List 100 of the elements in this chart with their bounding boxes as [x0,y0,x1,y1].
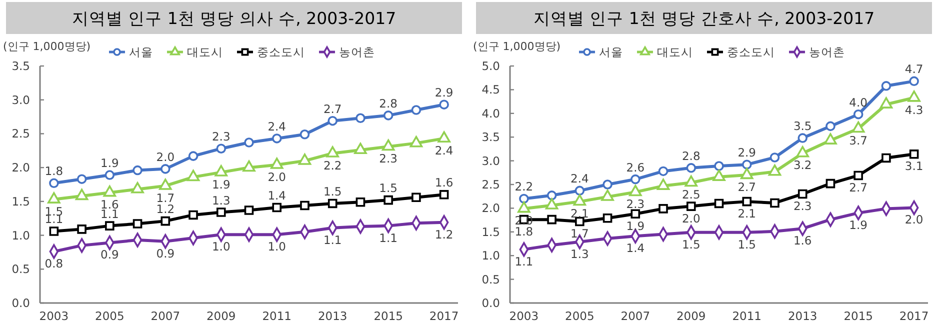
point [131,182,144,194]
data-label: 1.3 [212,193,230,208]
data-label: 2.0 [904,212,924,227]
data-label: 4.7 [904,62,924,76]
legend-label: 중소도시 [257,45,305,60]
point [882,153,891,163]
point [160,216,170,226]
point [826,178,836,188]
point [356,113,366,124]
y-tick-label: 0.0 [12,296,30,310]
point [412,192,421,202]
point [742,160,752,170]
chart-title: 지역별 인구 1천 명당 의사 수, 2003-2017 [72,9,396,28]
point [740,168,754,180]
x-tick-label: 2011 [732,309,762,323]
data-label: 2.2 [323,158,342,172]
x-tick-label: 2009 [206,309,236,323]
point [547,214,556,224]
point [326,146,339,158]
point [272,202,282,212]
data-label: 1.5 [682,237,700,252]
data-label: 1.1 [379,230,398,245]
data-label: 2.1 [570,206,589,221]
point [770,198,780,208]
point [602,214,612,223]
data-label: 1.4 [268,188,286,203]
point [159,178,172,190]
y-tick-label: 0.0 [482,296,500,310]
point [382,139,395,151]
point [714,198,724,208]
x-tick-label: 2007 [150,309,180,323]
x-tick-label: 2013 [788,309,818,323]
data-label: 1.4 [626,241,645,256]
point [103,185,116,197]
data-label: 1.5 [379,181,398,196]
data-label: 2.3 [626,197,645,212]
y-tick-label: 2.0 [482,201,500,216]
point [630,174,640,184]
point [383,110,394,120]
point [909,150,919,159]
point [244,206,254,215]
data-label: 1.8 [514,224,534,239]
data-label: 2.3 [379,152,398,166]
point [573,194,586,206]
point [909,76,919,86]
data-label: 2.8 [682,148,700,163]
data-label: 1.5 [323,184,342,198]
point [629,184,642,196]
point [519,194,529,204]
y-tick-label: 1.0 [12,228,30,242]
x-tick-label: 2013 [318,309,348,323]
y-tick-label: 4.0 [482,106,500,120]
data-label: 2.4 [434,143,454,158]
data-label: 2.6 [626,160,645,174]
point [853,109,864,120]
legend-label: 중소도시 [727,45,775,60]
point [132,165,142,176]
data-label: 1.5 [738,237,756,252]
data-label: 2.4 [570,172,589,186]
data-label: 3.7 [849,134,868,148]
data-label: 2.5 [682,188,700,202]
y-tick-label: 4.5 [482,82,500,97]
y-tick-label: 1.5 [12,194,30,208]
y-tick-label: 0.5 [482,272,500,286]
data-label: 1.8 [44,164,64,178]
point [798,133,808,143]
point [796,146,809,158]
x-tick-label: 2005 [565,309,594,323]
point [186,170,200,182]
y-tick-label: 5.0 [482,59,500,74]
y-tick-label: 2.5 [12,126,30,141]
point [881,81,892,91]
data-label: 2.1 [738,206,756,221]
chart-title: 지역별 인구 1천 명당 간호사 수, 2003-2017 [533,9,875,28]
point [630,209,640,219]
point [770,152,780,162]
point [656,178,670,190]
point [244,138,254,148]
data-label: 1.9 [626,218,645,233]
x-tick-label: 2015 [374,309,403,323]
point [188,151,198,161]
point [908,90,920,102]
point [49,178,59,188]
y-tick-label: 2.0 [12,160,30,175]
data-label: 4.3 [904,102,924,117]
y-tick-label: 3.0 [482,154,500,168]
data-label: 2.7 [849,180,868,194]
data-label: 3.1 [904,159,924,174]
legend-label: 서울 [599,45,623,60]
data-label: 2.0 [268,170,286,184]
legend-label: 대도시 [187,45,223,60]
point [439,100,449,110]
point [714,161,724,171]
data-label: 1.0 [212,240,230,254]
x-tick-label: 2017 [429,309,459,323]
point [439,190,449,200]
point [574,186,585,196]
data-label: 1.1 [323,232,342,247]
point [742,196,752,206]
data-label: 1.2 [434,227,454,242]
